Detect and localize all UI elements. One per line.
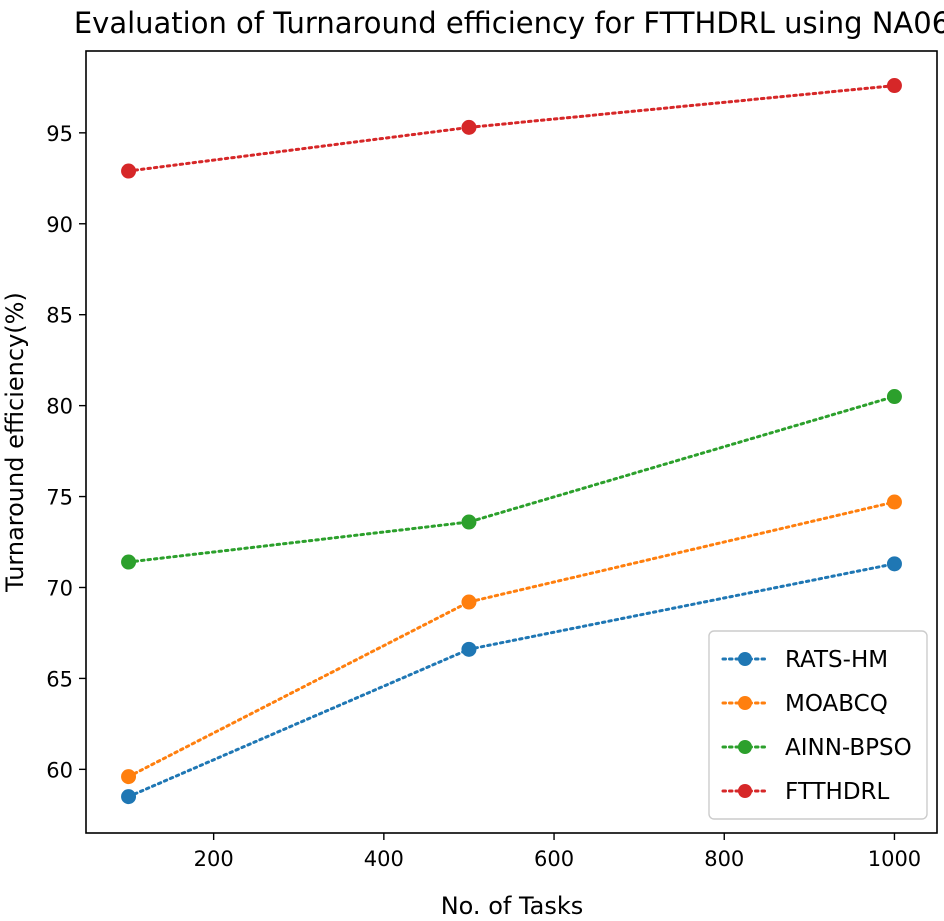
x-tick-label: 200 (194, 847, 234, 871)
legend-marker (738, 740, 752, 754)
chart-title: Evaluation of Turnaround efficiency for … (74, 6, 944, 40)
y-tick-label: 75 (46, 486, 73, 510)
y-tick-label: 70 (46, 576, 73, 600)
data-point (461, 641, 477, 657)
legend-item: RATS-HM (721, 647, 888, 673)
data-point (461, 594, 477, 610)
data-point (461, 119, 477, 135)
legend-box (708, 630, 928, 820)
y-tick-label: 85 (46, 304, 73, 328)
y-tick-label: 90 (46, 213, 73, 237)
data-point (121, 769, 137, 785)
x-axis-label: No. of Tasks (441, 892, 584, 920)
y-tick-label: 65 (46, 667, 73, 691)
y-tick-label: 60 (46, 758, 73, 782)
legend-marker (738, 652, 752, 666)
legend: RATS-HM MOABCQ AINN-BPSO FTTHDRL (708, 630, 928, 820)
legend-label: RATS-HM (785, 647, 888, 673)
series-layer (121, 78, 902, 805)
x-tick-label: 1000 (868, 847, 921, 871)
legend-label: MOABCQ (785, 691, 888, 717)
data-point (121, 554, 137, 570)
legend-label: AINN-BPSO (785, 735, 912, 761)
legend-marker (738, 696, 752, 710)
data-point (461, 514, 477, 530)
data-point (886, 494, 902, 510)
series-moabcq (121, 494, 902, 785)
data-point (886, 78, 902, 94)
legend-item: FTTHDRL (721, 779, 890, 805)
series-line (127, 84, 896, 173)
y-tick-label: 95 (46, 122, 73, 146)
series-rats-hm (121, 556, 902, 805)
legend-item: MOABCQ (721, 691, 888, 717)
axis-ticks: 200 400 600 800 1000 60 65 70 75 80 85 90 95 (46, 122, 921, 871)
y-tick-label: 80 (46, 395, 73, 419)
data-point (886, 389, 902, 405)
x-tick-label: 800 (704, 847, 744, 871)
y-axis-label: Turnaround efficiency(%) (1, 292, 29, 593)
legend-marker (738, 784, 752, 798)
series-line (127, 395, 896, 564)
legend-label: FTTHDRL (785, 779, 890, 805)
data-point (121, 163, 137, 179)
data-point (121, 789, 137, 805)
series-ftthdrl (121, 78, 902, 179)
x-tick-label: 600 (534, 847, 574, 871)
series-ainn-bpso (121, 389, 902, 570)
legend-item: AINN-BPSO (721, 735, 912, 761)
x-tick-label: 400 (364, 847, 404, 871)
plot-area (85, 50, 938, 834)
data-point (886, 556, 902, 572)
